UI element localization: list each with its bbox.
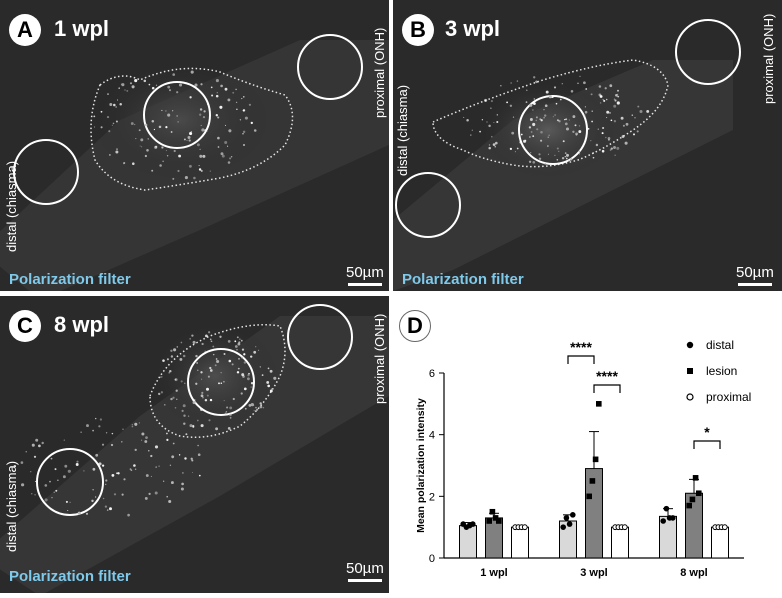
bar: [459, 525, 477, 559]
panel-b-proximal-label: proximal (ONH): [761, 13, 776, 104]
legend-label: distal: [706, 338, 734, 352]
micrograph-panel-a: A 1 wpl distal (chiasma) proximal (ONH) …: [0, 0, 389, 291]
legend-marker: [687, 368, 693, 374]
data-point: [492, 515, 499, 521]
data-point: [670, 515, 676, 521]
panel-c-proximal-label: proximal (ONH): [372, 313, 387, 404]
legend-label: lesion: [706, 364, 737, 378]
data-point: [486, 518, 492, 524]
roi-circle-distal-b: [395, 172, 461, 238]
bar: [711, 526, 729, 559]
micrograph-panel-b: B 3 wpl distal (chiasma) proximal (ONH) …: [393, 0, 782, 291]
data-point: [660, 518, 666, 524]
y-tick-label: 6: [429, 368, 435, 380]
panel-a-proximal-label: proximal (ONH): [372, 27, 387, 118]
legend-marker: [686, 341, 694, 349]
data-point: [570, 512, 576, 518]
data-point: [560, 524, 566, 530]
panel-b-distal-label: distal (chiasma): [395, 84, 410, 176]
data-point: [563, 515, 570, 521]
significance-bracket: [567, 355, 595, 364]
specks-c-lesion: [157, 331, 277, 431]
x-tick-label: 3 wpl: [580, 567, 608, 579]
data-point: [721, 524, 728, 531]
panel-a-filter-label: Polarization filter: [9, 271, 131, 288]
roi-circle-lesion-c: [187, 348, 255, 416]
panel-c-scale-bar: [348, 579, 382, 582]
panel-a-scale-bar: [348, 283, 382, 286]
data-point: [592, 456, 599, 463]
significance-label: ****: [570, 339, 592, 355]
roi-circle-proximal-b: [675, 19, 741, 85]
x-tick-label: 8 wpl: [680, 567, 708, 579]
data-point: [470, 521, 476, 527]
micrograph-c-image: [0, 304, 389, 593]
panel-b-filter-label: Polarization filter: [402, 271, 524, 288]
panel-c-filter-label: Polarization filter: [9, 568, 131, 585]
lesion-outline-b: [432, 59, 669, 168]
data-point: [689, 496, 696, 503]
panel-b-scale-label: 50µm: [736, 264, 774, 281]
panel-a-distal-label: distal (chiasma): [4, 160, 19, 252]
x-tick-label: 1 wpl: [480, 567, 508, 579]
y-axis-label: Mean polarization intensity: [415, 398, 427, 533]
significance-label: ****: [596, 368, 618, 384]
data-point: [586, 493, 592, 500]
y-tick-label: 4: [429, 430, 435, 442]
panel-a-timepoint: 1 wpl: [54, 16, 110, 41]
panel-b-letter: B: [402, 14, 434, 46]
legend-marker: [686, 393, 694, 401]
data-point: [566, 521, 573, 527]
legend-label: proximal: [706, 390, 751, 404]
specks-c-tract: [13, 417, 201, 517]
panel-a-letter: A: [9, 14, 41, 46]
panel-d-letter: D: [399, 310, 431, 342]
roi-circle-distal-a: [13, 139, 79, 205]
specks-a: [93, 70, 257, 180]
data-point: [496, 518, 502, 524]
micrograph-a-image: [0, 34, 389, 291]
significance-bracket: [593, 384, 621, 393]
roi-circle-lesion-a: [143, 81, 211, 149]
panel-b-timepoint: 3 wpl: [445, 16, 501, 41]
roi-circle-proximal-a: [297, 34, 363, 100]
bar: [485, 517, 503, 559]
y-tick-label: 2: [429, 491, 435, 503]
data-point: [596, 401, 602, 407]
y-tick-label: 0: [429, 553, 435, 565]
data-point: [686, 502, 692, 509]
significance-label: *: [704, 424, 710, 440]
lesion-outline-c: [149, 324, 286, 438]
data-point: [489, 508, 496, 515]
bar: [511, 526, 529, 559]
panel-a-scale-label: 50µm: [346, 264, 384, 281]
panel-c-timepoint: 8 wpl: [54, 312, 110, 337]
data-point: [696, 490, 702, 497]
data-point: [521, 524, 528, 531]
significance-bracket: [693, 440, 721, 449]
data-point: [692, 475, 699, 481]
panel-c-distal-label: distal (chiasma): [4, 460, 19, 552]
bar-chart-svg: 0 2 4 6 Mean polarization intensity 1 wpl 3 wp…: [415, 338, 751, 579]
data-point: [621, 524, 628, 531]
bar: [611, 526, 629, 559]
panel-b-scale-bar: [738, 283, 772, 286]
panel-c-letter: C: [9, 310, 41, 342]
micrograph-panel-c: C 8 wpl distal (chiasma) proximal (ONH) …: [0, 296, 389, 593]
micrograph-b-image: [393, 19, 741, 291]
roi-circle-distal-c: [36, 448, 104, 516]
data-point: [663, 505, 670, 512]
bar-chart-panel-d: D 0 2 4 6 Mean polarization intensity 1 wpl 3 …: [394, 296, 782, 593]
data-point: [589, 478, 596, 484]
specks-b: [463, 75, 650, 165]
panel-c-scale-label: 50µm: [346, 560, 384, 577]
roi-circle-proximal-c: [287, 304, 353, 370]
